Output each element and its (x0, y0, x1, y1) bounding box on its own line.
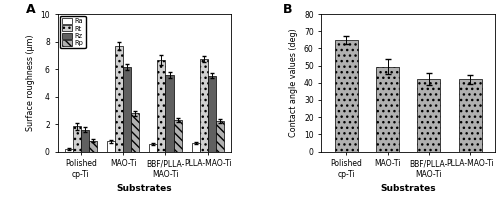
Bar (459, 79, 481, 152)
Bar (158, 60, 166, 152)
Bar (131, 113, 139, 152)
Bar (200, 59, 208, 152)
X-axis label: Substrates: Substrates (380, 184, 436, 193)
Text: A: A (26, 3, 36, 16)
Bar (81, 129, 89, 152)
Bar (216, 121, 224, 152)
Bar (150, 144, 158, 152)
Bar (89, 141, 97, 152)
Bar (107, 141, 115, 152)
Bar (72, 126, 81, 152)
Text: B: B (283, 3, 292, 16)
Y-axis label: Contact angle values (deg): Contact angle values (deg) (290, 28, 298, 137)
Bar (64, 149, 72, 152)
X-axis label: Substrates: Substrates (116, 184, 172, 193)
Bar (166, 75, 173, 152)
Bar (208, 76, 216, 152)
Bar (418, 79, 440, 152)
Bar (115, 46, 123, 152)
Bar (192, 143, 200, 152)
Bar (123, 67, 131, 152)
Legend: Ra, Rt, Rz, Rp: Ra, Rt, Rz, Rp (60, 16, 86, 48)
Bar (174, 120, 182, 152)
Bar (376, 66, 399, 152)
Y-axis label: Surface roughness (μm): Surface roughness (μm) (26, 35, 35, 131)
Bar (335, 40, 357, 152)
